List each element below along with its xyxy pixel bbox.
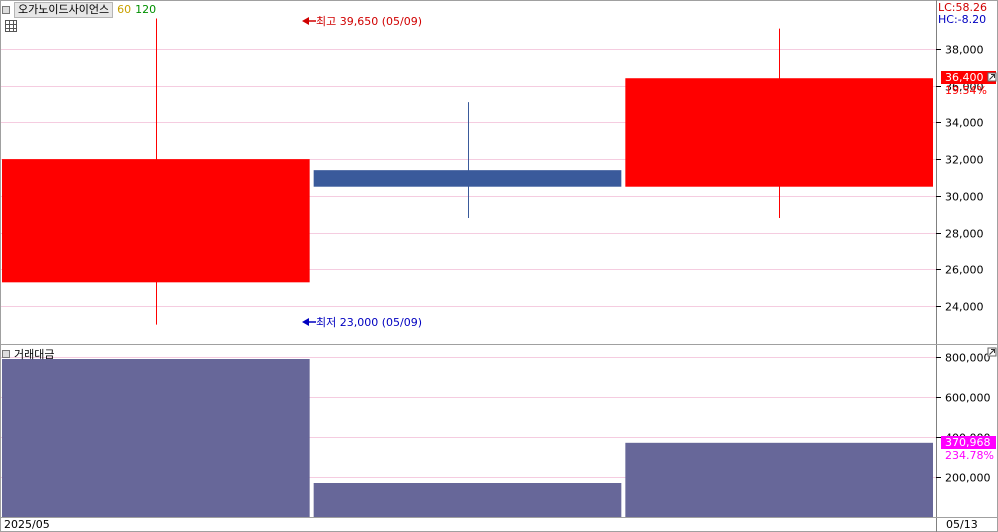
- x-axis-end-label: 05/13: [946, 518, 978, 531]
- high-arrow-icon: [302, 17, 309, 25]
- lc-indicator: LC:58.26: [938, 1, 988, 14]
- current-price-pct: 19.54%: [945, 84, 987, 97]
- ma120-label: 120: [135, 3, 157, 16]
- candle-body[interactable]: [2, 159, 310, 283]
- high-annotation-label: 최고 39,650 (05/09): [316, 15, 422, 28]
- current-volume-pct: 234.78%: [945, 449, 994, 462]
- current-price-label: 36,400: [945, 71, 984, 84]
- volume-tick-label: 200,000: [945, 472, 991, 485]
- volume-bar[interactable]: [2, 359, 310, 517]
- candle-body[interactable]: [313, 170, 622, 187]
- price-tick-label: 30,000: [945, 191, 984, 204]
- price-legend: 오가노이드사이언스 60 120: [2, 2, 156, 18]
- volume-tick-label: 800,000: [945, 352, 991, 365]
- price-axis-ticks: 24,00026,00028,00030,00032,00034,00036,0…: [936, 44, 984, 314]
- volume-bar[interactable]: [313, 483, 622, 517]
- price-tick-label: 32,000: [945, 154, 984, 167]
- low-annotation-label: 최저 23,000 (05/09): [316, 316, 422, 329]
- price-tick-label: 26,000: [945, 264, 984, 277]
- volume-panel-resize-glyph: [989, 349, 995, 355]
- price-annotations: 최고 39,650 (05/09) 최저 23,000 (05/09): [302, 15, 422, 329]
- hc-indicator: HC:-8.20: [938, 13, 987, 26]
- volume-tick-label: 600,000: [945, 392, 991, 405]
- volume-bar[interactable]: [625, 442, 933, 517]
- ma60-label: 60: [117, 3, 132, 16]
- price-tick-label: 34,000: [945, 117, 984, 130]
- volume-panel-title: 거래대금: [14, 348, 55, 361]
- volume-bar-series: [2, 359, 933, 517]
- current-volume-marker: 370,968 234.78%: [941, 436, 996, 462]
- price-tick-label: 38,000: [945, 44, 984, 57]
- panel-resize-icons[interactable]: [987, 72, 997, 357]
- current-volume-label: 370,968: [945, 436, 991, 449]
- panel-toggle-icon[interactable]: [2, 6, 10, 14]
- x-axis-start-label: 2025/05: [4, 518, 50, 531]
- candlestick-series: [2, 18, 933, 325]
- low-arrow-icon: [302, 318, 309, 326]
- price-tick-label: 24,000: [945, 301, 984, 314]
- stock-name[interactable]: 오가노이드사이언스: [14, 2, 114, 18]
- grid-table-icon[interactable]: [5, 20, 17, 32]
- price-panel-resize-glyph: [989, 74, 995, 80]
- current-price-marker: 36,400 19.54%: [941, 71, 996, 97]
- price-tick-label: 28,000: [945, 228, 984, 241]
- volume-panel-toggle-icon[interactable]: [2, 350, 10, 358]
- volume-legend: 거래대금: [2, 346, 54, 362]
- candle-body[interactable]: [625, 78, 933, 187]
